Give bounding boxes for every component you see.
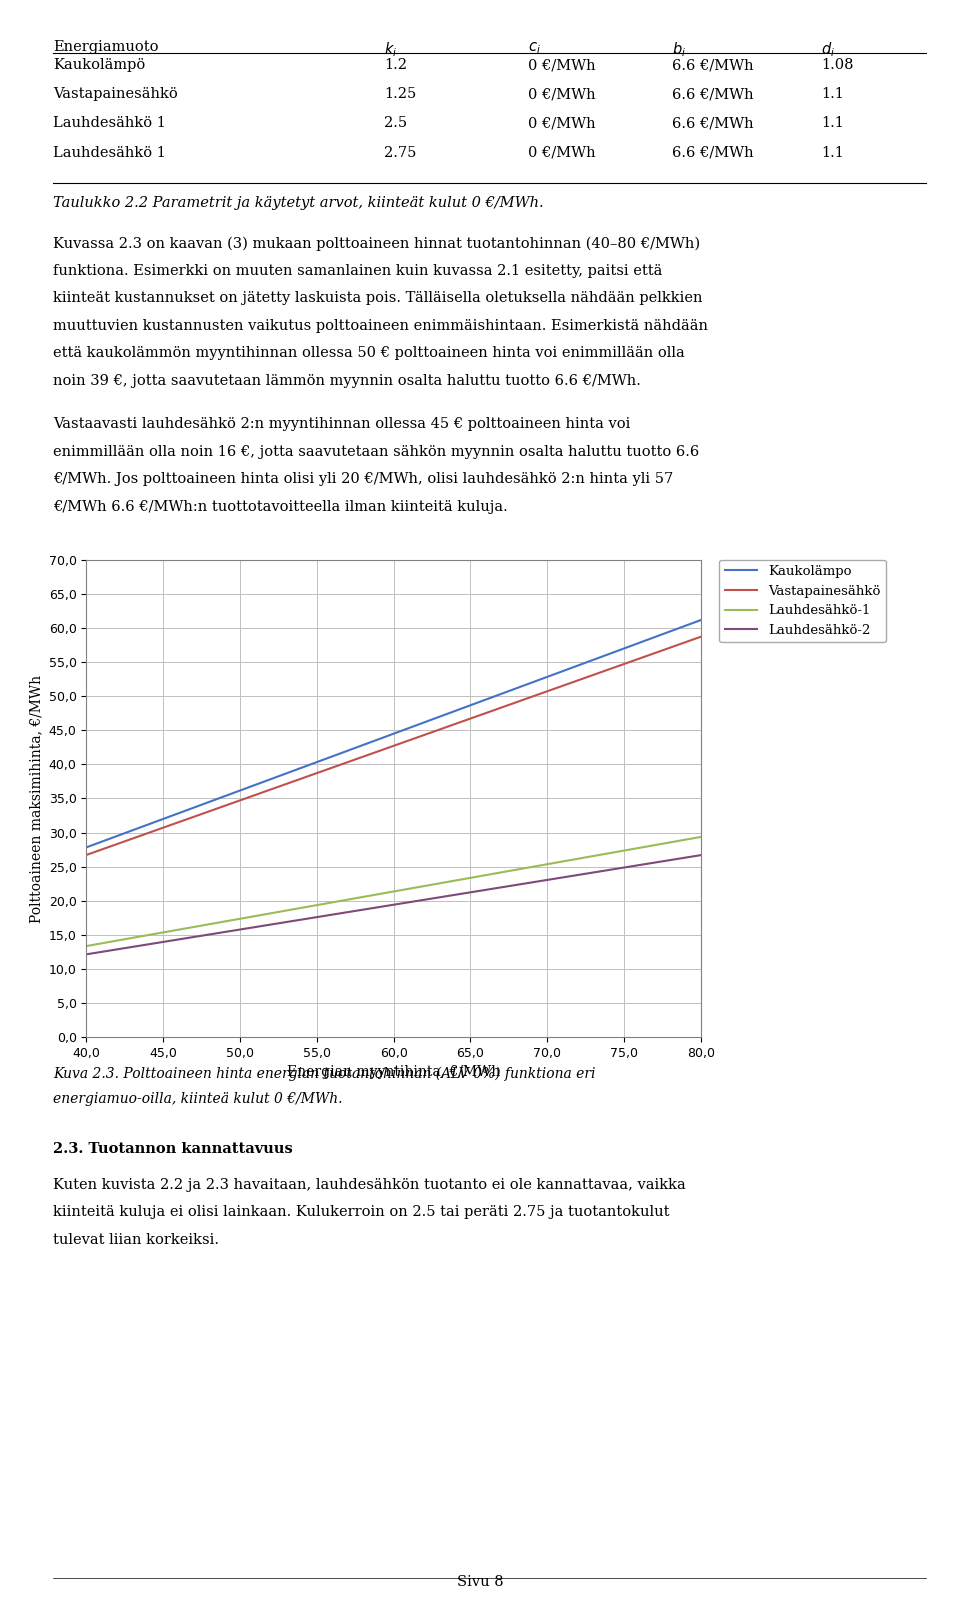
Kaukolämpo [81, 838, 92, 858]
Text: Lauhdesähkö 1: Lauhdesähkö 1 [53, 146, 166, 160]
Text: Sivu 8: Sivu 8 [457, 1574, 503, 1589]
Text: Kuvassa 2.3 on kaavan (3) mukaan polttoaineen hinnat tuotantohinnan (40–80 €/MWh: Kuvassa 2.3 on kaavan (3) mukaan polttoa… [53, 236, 700, 251]
Lauhdesähkö-2 [376, 896, 388, 916]
Text: Vastapainesähkö: Vastapainesähkö [53, 87, 178, 102]
Lauhdesähkö-1 [681, 830, 692, 849]
Text: 2.75: 2.75 [384, 146, 417, 160]
Text: $k_i$: $k_i$ [384, 40, 397, 60]
Text: 0 €/MWh: 0 €/MWh [528, 146, 595, 160]
Text: 0 €/MWh: 0 €/MWh [528, 116, 595, 131]
Vastapainesähkö [81, 845, 92, 864]
X-axis label: Energian myyntihinta, €/MWh: Energian myyntihinta, €/MWh [287, 1065, 500, 1079]
Text: 1.2: 1.2 [384, 58, 407, 73]
Kaukolämpo [681, 616, 692, 636]
Y-axis label: Polttoaineen maksimihinta, €/MWh: Polttoaineen maksimihinta, €/MWh [29, 675, 43, 922]
Vastapainesähkö [681, 633, 692, 652]
Text: 0 €/MWh: 0 €/MWh [528, 87, 595, 102]
Lauhdesähkö-1 [376, 883, 388, 903]
Lauhdesähkö-2 [446, 885, 458, 904]
Vastapainesähkö [376, 741, 388, 760]
Vastapainesähkö [413, 726, 424, 746]
Vastapainesähkö [695, 628, 707, 647]
Lauhdesähkö-1 [446, 872, 458, 892]
Text: Vastaavasti lauhdesähkö 2:n myyntihinnan ollessa 45 € polttoaineen hinta voi: Vastaavasti lauhdesähkö 2:n myyntihinnan… [53, 417, 630, 432]
Text: 1.1: 1.1 [821, 87, 844, 102]
Vastapainesähkö [372, 741, 384, 760]
Text: 6.6 €/MWh: 6.6 €/MWh [672, 87, 754, 102]
Text: enimmillään olla noin 16 €, jotta saavutetaan sähkön myynnin osalta haluttu tuot: enimmillään olla noin 16 €, jotta saavut… [53, 445, 699, 460]
Text: €/MWh 6.6 €/MWh:n tuottotavoitteella ilman kiinteitä kuluja.: €/MWh 6.6 €/MWh:n tuottotavoitteella ilm… [53, 500, 508, 515]
Text: 1.08: 1.08 [821, 58, 853, 73]
Vastapainesähkö [585, 667, 596, 686]
Kaukolämpo [376, 728, 388, 748]
Text: $b_i$: $b_i$ [672, 40, 686, 60]
Legend: Kaukolämpo, Vastapainesähkö, Lauhdesähkö-1, Lauhdesähkö-2: Kaukolämpo, Vastapainesähkö, Lauhdesähkö… [719, 560, 886, 642]
Text: 1.1: 1.1 [821, 116, 844, 131]
Text: energiamuo­oilla, kiinteä kulut 0 €/MWh.: energiamuo­oilla, kiinteä kulut 0 €/MWh. [53, 1092, 343, 1107]
Text: $d_i$: $d_i$ [821, 40, 835, 60]
Lauhdesähkö-2 [695, 846, 707, 866]
Kaukolämpo [413, 715, 424, 735]
Text: Kuva 2.3. Polttoaineen hinta energian tuotantohinnan (ALV 0%) funktiona eri: Kuva 2.3. Polttoaineen hinta energian tu… [53, 1066, 595, 1081]
Kaukolämpo [585, 652, 596, 671]
Text: Kuten kuvista 2.2 ja 2.3 havaitaan, lauhdesähkön tuotanto ei ole kannattavaa, va: Kuten kuvista 2.2 ja 2.3 havaitaan, lauh… [53, 1178, 685, 1192]
Text: Kaukolämpö: Kaukolämpö [53, 58, 145, 73]
Text: €/MWh. Jos polttoaineen hinta olisi yli 20 €/MWh, olisi lauhdesähkö 2:n hinta yl: €/MWh. Jos polttoaineen hinta olisi yli … [53, 472, 673, 487]
Lauhdesähkö-2 [413, 892, 424, 911]
Text: 6.6 €/MWh: 6.6 €/MWh [672, 146, 754, 160]
Text: 6.6 €/MWh: 6.6 €/MWh [672, 58, 754, 73]
Lauhdesähkö-1 [372, 885, 384, 904]
Kaukolämpo [695, 610, 707, 629]
Line: Lauhdesähkö-1: Lauhdesähkö-1 [86, 837, 701, 947]
Line: Kaukolämpo: Kaukolämpo [86, 620, 701, 848]
Lauhdesähkö-2 [585, 864, 596, 883]
Lauhdesähkö-1 [695, 827, 707, 846]
Text: 0 €/MWh: 0 €/MWh [528, 58, 595, 73]
Lauhdesähkö-1 [81, 937, 92, 956]
Text: tulevat liian korkeiksi.: tulevat liian korkeiksi. [53, 1233, 219, 1247]
Text: $c_i$: $c_i$ [528, 40, 540, 57]
Text: kiinteitä kuluja ei olisi lainkaan. Kulukerroin on 2.5 tai peräti 2.75 ja tuotan: kiinteitä kuluja ei olisi lainkaan. Kulu… [53, 1205, 669, 1220]
Lauhdesähkö-1 [585, 846, 596, 866]
Lauhdesähkö-2 [81, 945, 92, 964]
Kaukolämpo [446, 702, 458, 722]
Lauhdesähkö-2 [372, 898, 384, 917]
Text: kiinteät kustannukset on jätetty laskuista pois. Tälläisella oletuksella nähdään: kiinteät kustannukset on jätetty laskuis… [53, 291, 703, 306]
Text: 2.3. Tuotannon kannattavuus: 2.3. Tuotannon kannattavuus [53, 1142, 293, 1157]
Line: Lauhdesähkö-2: Lauhdesähkö-2 [86, 856, 701, 955]
Lauhdesähkö-2 [681, 848, 692, 867]
Text: 2.5: 2.5 [384, 116, 407, 131]
Vastapainesähkö [446, 715, 458, 735]
Text: että kaukolämmön myyntihinnan ollessa 50 € polttoaineen hinta voi enimmillään ol: että kaukolämmön myyntihinnan ollessa 50… [53, 346, 684, 361]
Lauhdesähkö-1 [413, 877, 424, 896]
Text: Taulukko 2.2 Parametrit ja käytetyt arvot, kiinteät kulut 0 €/MWh.: Taulukko 2.2 Parametrit ja käytetyt arvo… [53, 196, 543, 210]
Line: Vastapainesähkö: Vastapainesähkö [86, 637, 701, 854]
Text: Lauhdesähkö 1: Lauhdesähkö 1 [53, 116, 166, 131]
Text: noin 39 €, jotta saavutetaan lämmön myynnin osalta haluttu tuotto 6.6 €/MWh.: noin 39 €, jotta saavutetaan lämmön myyn… [53, 374, 640, 388]
Text: 6.6 €/MWh: 6.6 €/MWh [672, 116, 754, 131]
Text: funktiona. Esimerkki on muuten samanlainen kuin kuvassa 2.1 esitetty, paitsi ett: funktiona. Esimerkki on muuten samanlain… [53, 264, 662, 278]
Text: 1.1: 1.1 [821, 146, 844, 160]
Text: 1.25: 1.25 [384, 87, 417, 102]
Kaukolämpo [372, 730, 384, 749]
Text: Energiamuoto: Energiamuoto [53, 40, 158, 55]
Text: muuttuvien kustannusten vaikutus polttoaineen enimmäishintaan. Esimerkistä nähdä: muuttuvien kustannusten vaikutus polttoa… [53, 319, 708, 333]
